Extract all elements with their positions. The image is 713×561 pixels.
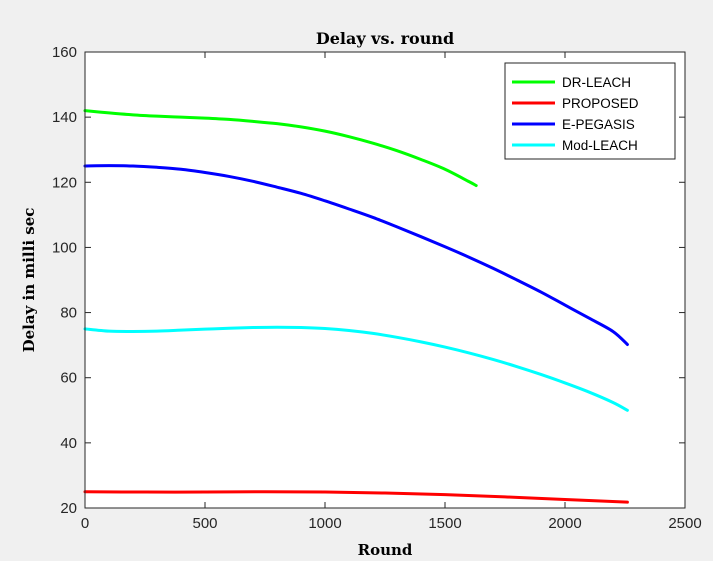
x-tick-label: 1000 — [308, 515, 341, 532]
plot-border — [84, 51, 686, 509]
ticks-layer: 0 500 1000 1500 2000 2500 20 40 60 80 100 120 140 160 — [52, 44, 702, 532]
series-line-mod-leach — [83, 325, 629, 412]
y-tick-label: 60 — [60, 370, 77, 387]
legend-label-dr-leach: DR-LEACH — [562, 75, 631, 90]
chart-title: Delay vs. round — [316, 29, 454, 48]
series-line-e-pegasis — [83, 164, 629, 346]
x-tick-label: 1500 — [428, 515, 461, 532]
legend: DR-LEACH PROPOSED E-PEGASIS Mod-LEACH — [504, 62, 676, 160]
legend-label-e-pegasis: E-PEGASIS — [562, 117, 635, 132]
y-tick-label: 20 — [60, 500, 77, 517]
x-tick-label: 2500 — [668, 515, 701, 532]
series-layer — [83, 109, 629, 504]
series-line-proposed — [83, 490, 629, 504]
y-tick-label: 100 — [52, 239, 77, 256]
y-tick-label: 140 — [52, 109, 77, 126]
y-axis-label: Delay in milli sec — [20, 208, 38, 353]
x-tick-label: 500 — [192, 515, 217, 532]
legend-box — [504, 62, 676, 160]
x-axis-label: Round — [358, 541, 413, 559]
y-tick-label: 80 — [60, 305, 77, 322]
x-tick-label: 2000 — [548, 515, 581, 532]
x-tick-label: 0 — [81, 515, 89, 532]
y-tick-label: 160 — [52, 44, 77, 61]
legend-label-proposed: PROPOSED — [562, 96, 639, 111]
legend-label-mod-leach: Mod-LEACH — [562, 138, 638, 153]
series-line-dr-leach — [83, 109, 478, 188]
y-tick-label: 40 — [60, 435, 77, 452]
y-tick-label: 120 — [52, 174, 77, 191]
legend-items: DR-LEACH PROPOSED E-PEGASIS Mod-LEACH — [512, 75, 639, 153]
